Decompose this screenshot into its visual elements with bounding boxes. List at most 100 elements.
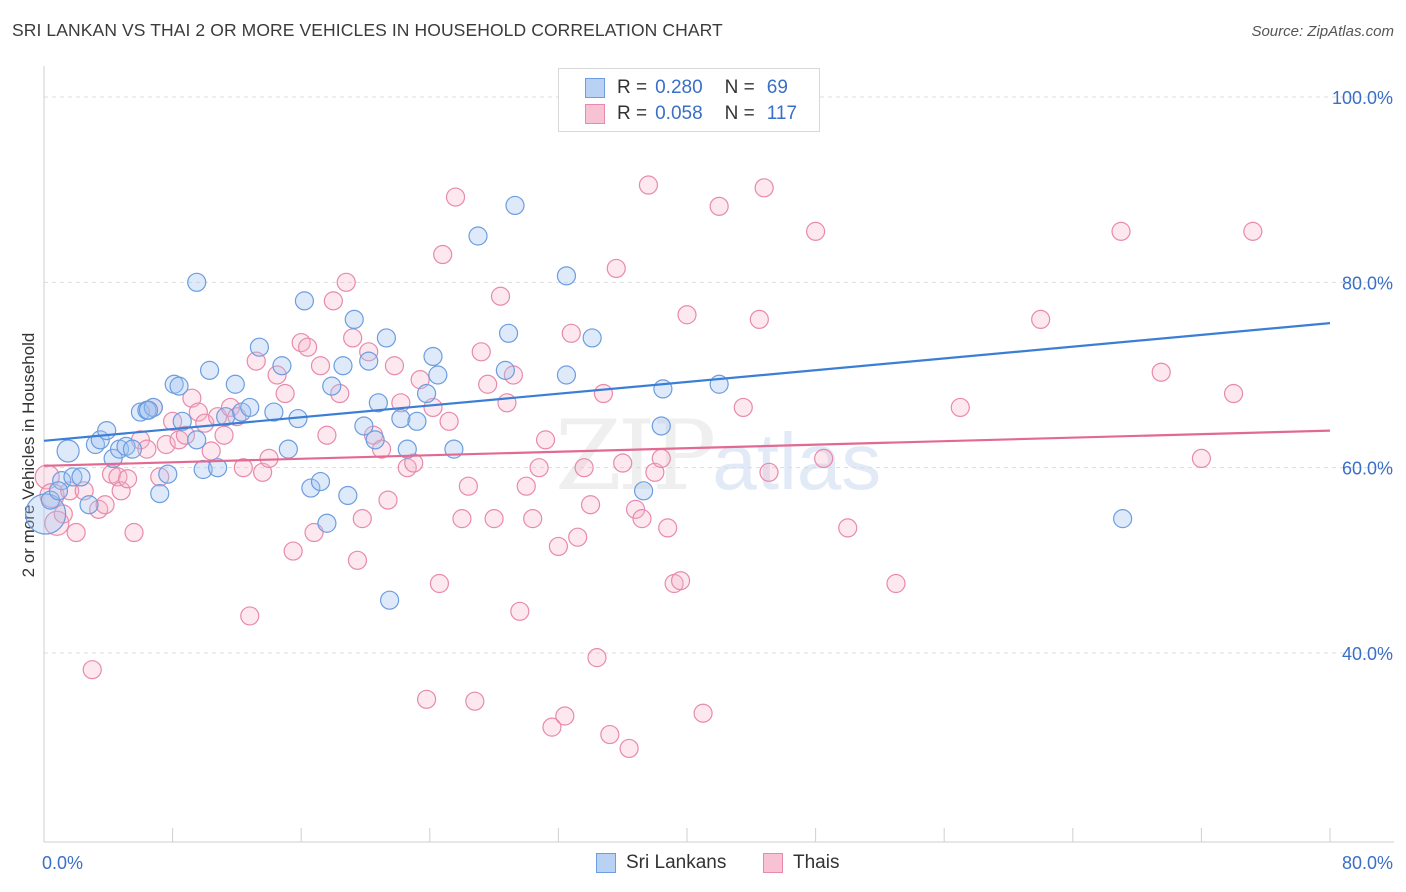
point-thais [510,601,530,621]
point-thais [580,495,601,515]
point-thais [330,383,350,404]
legend-row-sri-lankans: R = 0.280 N = 69 [585,77,788,99]
bottom-legend-swatch-pink [763,853,783,873]
point-thais [137,439,157,459]
point-thais [275,383,295,404]
point-thais [548,536,569,557]
point-thais [759,462,779,482]
chart-title: SRI LANKAN VS THAI 2 OR MORE VEHICLES IN… [12,20,723,40]
point-thais [111,481,131,501]
point-thais [606,258,626,279]
point-thais [343,328,363,348]
point-sri-lankans [582,328,602,348]
point-thais [613,453,633,473]
legend-n-value: 117 [766,103,798,124]
point-thais [458,476,478,496]
point-thais [214,425,234,445]
point-sri-lankans [633,481,654,501]
legend-n-label: N = [724,103,755,124]
point-sri-lankans [150,484,170,504]
point-thais [384,356,405,376]
point-thais [1191,448,1212,468]
point-sri-lankans [407,411,427,431]
point-sri-lankans [122,439,143,459]
point-thais [490,286,511,306]
y-tick-label: 60.0% [1342,459,1393,479]
point-sri-lankans [240,397,260,418]
point-thais [733,397,753,418]
point-thais [600,724,620,745]
y-axis-label: 2 or more Vehicles in Household [19,333,38,578]
point-thais [749,309,769,329]
point-thais [593,383,614,404]
point-thais [658,518,678,538]
point-thais [95,495,115,515]
point-thais [433,244,453,265]
point-thais [805,221,826,241]
point-thais [754,178,774,198]
point-thais [651,448,671,468]
point-thais [484,509,504,529]
point-thais [156,434,176,455]
point-thais [188,402,208,422]
point-sri-lankans [278,439,298,459]
point-thais [371,439,392,459]
point-sri-lankans [338,485,358,506]
point-thais [445,187,466,207]
point-thais [625,499,646,519]
legend-row-thais: R = 0.058 N = 117 [585,103,797,125]
trend-line-sri-lankans [43,322,1331,442]
point-sri-lankans [25,493,67,535]
point-sri-lankans [495,360,515,380]
point-sri-lankans [264,402,284,422]
point-sri-lankans [138,400,159,420]
point-sri-lankans [423,346,443,367]
point-sri-lankans [225,374,245,394]
point-thais [632,509,652,529]
point-thais [201,441,221,461]
point-thais [670,571,691,591]
bottom-legend-label: Thais [793,852,840,873]
point-thais [523,509,543,529]
point-thais [240,606,260,626]
point-thais [429,573,450,594]
point-thais [535,430,556,450]
point-sri-lankans [249,337,270,357]
legend-n-value: 69 [766,77,788,98]
point-thais [709,196,729,216]
y-tick-label: 40.0% [1342,644,1393,664]
point-thais [317,425,337,445]
point-sri-lankans [380,590,400,610]
point-sri-lankans [79,495,99,515]
point-sri-lankans [301,478,321,498]
point-thais [838,518,858,538]
point-thais [352,509,372,529]
point-thais [347,550,368,570]
point-sri-lankans [169,376,189,396]
point-sri-lankans [322,376,342,396]
point-thais [336,272,356,292]
point-sri-lankans [333,356,353,376]
point-sri-lankans [344,309,364,329]
point-thais [1031,309,1051,329]
watermark-atlas: atlas [712,417,882,506]
point-thais [693,703,713,723]
point-sri-lankans [416,383,437,404]
point-thais [298,337,318,357]
point-sri-lankans [208,458,228,478]
point-thais [677,305,697,325]
y-tick-label: 80.0% [1342,273,1393,293]
x-tick-label-right: 80.0% [1342,853,1393,873]
point-sri-lankans [187,430,207,450]
point-sri-lankans [130,402,151,422]
point-sri-lankans [187,272,207,292]
bottom-legend-label: Sri Lankans [626,852,727,873]
point-thais [220,397,241,418]
point-sri-lankans [71,467,91,487]
source-label: Source: ZipAtlas.com [1251,23,1394,40]
point-thais [471,342,491,362]
point-thais [416,689,437,709]
point-thais [117,469,138,489]
point-thais [561,323,581,343]
